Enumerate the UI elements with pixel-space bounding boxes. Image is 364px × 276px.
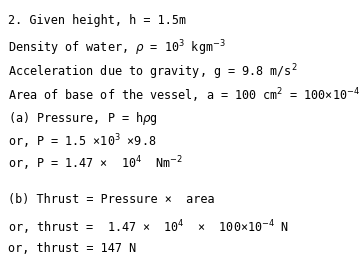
Text: (b) Thrust = Pressure ×  area: (b) Thrust = Pressure × area bbox=[8, 193, 215, 206]
Text: 2. Given height, h = 1.5m: 2. Given height, h = 1.5m bbox=[8, 14, 186, 27]
Text: or, thrust =  1.47 ×  10$^4$  ×  100×10$^{-4}$ N: or, thrust = 1.47 × 10$^4$ × 100×10$^{-4… bbox=[8, 218, 289, 237]
Text: Acceleration due to gravity, g = 9.8 m/s$^2$: Acceleration due to gravity, g = 9.8 m/s… bbox=[8, 62, 297, 82]
Text: Area of base of the vessel, a = 100 cm$^2$ = 100×10$^{-4}$ $m^2$: Area of base of the vessel, a = 100 cm$^… bbox=[8, 86, 364, 105]
Text: (a) Pressure, P = h$\rho$g: (a) Pressure, P = h$\rho$g bbox=[8, 110, 158, 127]
Text: or, P = 1.47 ×  10$^4$  Nm$^{-2}$: or, P = 1.47 × 10$^4$ Nm$^{-2}$ bbox=[8, 154, 183, 172]
Text: Density of water, $\rho$ = 10$^3$ kgm$^{-3}$: Density of water, $\rho$ = 10$^3$ kgm$^{… bbox=[8, 38, 226, 58]
Text: or, P = 1.5 ×10$^3$ ×9.8: or, P = 1.5 ×10$^3$ ×9.8 bbox=[8, 132, 157, 151]
Text: or, thrust = 147 N: or, thrust = 147 N bbox=[8, 242, 136, 255]
